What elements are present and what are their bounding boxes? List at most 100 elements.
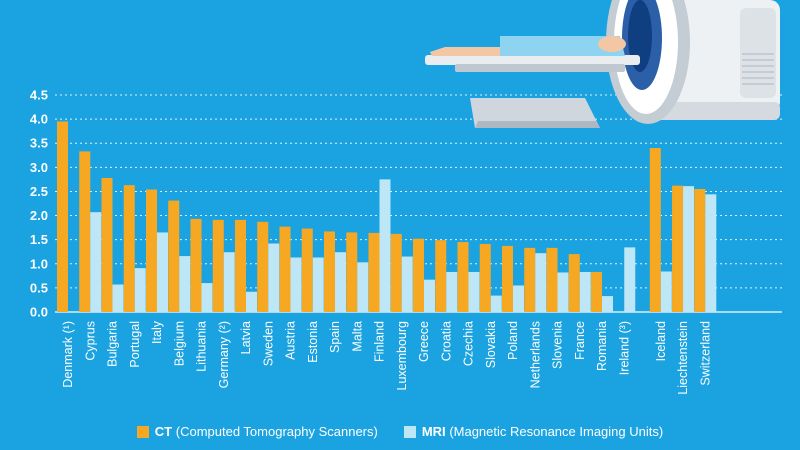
x-tick-label: Czechia <box>462 321 476 366</box>
y-tick-label: 2.0 <box>30 208 48 223</box>
bar-mri <box>468 271 480 312</box>
bar-ct <box>390 233 402 312</box>
legend: CT (Computed Tomography Scanners) MRI (M… <box>0 424 800 439</box>
x-tick-label: Slovenia <box>551 321 565 369</box>
bar-ct <box>413 238 424 312</box>
bar-ct <box>457 242 469 312</box>
legend-label-ct: CT (Computed Tomography Scanners) <box>154 424 378 439</box>
x-tick-label: Slovakia <box>484 321 498 368</box>
bar-ct <box>257 221 269 312</box>
y-tick-label: 1.0 <box>30 256 48 271</box>
x-tick-label: Spain <box>328 321 342 353</box>
bar-ct <box>479 244 491 312</box>
bar-mri <box>179 256 191 312</box>
x-tick-label: Finland <box>373 321 387 362</box>
bar-mri <box>424 279 435 312</box>
x-tick-label: Liechtenstein <box>676 321 690 395</box>
bar-ct <box>301 228 313 312</box>
x-tick-label: Poland <box>506 321 520 360</box>
bar-mri <box>268 243 280 312</box>
bar-mri <box>112 284 124 312</box>
x-tick-label: Lithuania <box>195 321 209 372</box>
bar-mri <box>246 291 257 312</box>
x-tick-label: Malta <box>350 321 364 352</box>
x-tick-label: Italy <box>150 320 164 344</box>
y-tick-label: 1.5 <box>30 232 48 247</box>
bar-ct <box>502 245 513 312</box>
x-tick-label: Ireland (³) <box>617 321 631 375</box>
bar-ct <box>694 189 706 312</box>
bars <box>57 121 717 313</box>
x-axis-labels: Denmark (¹) Cyprus Bulgaria Portugal Italy Be… <box>61 320 712 394</box>
x-tick-label: Austria <box>284 321 298 360</box>
x-tick-label: Iceland <box>654 321 668 361</box>
ct-scanner-with-patient-illustration <box>425 0 780 128</box>
bar-ct <box>235 219 246 312</box>
bar-ct <box>79 151 91 312</box>
bar-ct <box>123 185 135 312</box>
x-tick-label: Belgium <box>172 321 186 366</box>
legend-item-mri: MRI (Magnetic Resonance Imaging Units) <box>403 424 664 439</box>
bar-mri <box>513 285 524 312</box>
bar-mri <box>401 256 413 312</box>
x-tick-label: Latvia <box>239 321 253 354</box>
x-tick-label: Cyprus <box>83 321 97 361</box>
bar-mri <box>223 252 235 312</box>
bar-ct <box>346 232 358 312</box>
bar-ct <box>279 226 291 312</box>
bar-mri <box>157 232 168 312</box>
bar-ct <box>168 200 180 312</box>
y-tick-label: 4.0 <box>30 112 48 127</box>
y-tick-label: 3.0 <box>30 160 48 175</box>
y-axis: 0.0 0.5 1.0 1.5 2.0 2.5 3.0 3.5 4.0 4.5 <box>30 88 48 320</box>
y-tick-label: 0.5 <box>30 280 48 295</box>
y-tick-label: 0.0 <box>30 305 48 320</box>
legend-label-mri: MRI (Magnetic Resonance Imaging Units) <box>421 424 664 439</box>
bar-ct <box>146 189 157 312</box>
bar-mri <box>357 262 369 312</box>
bar-ct <box>546 247 558 312</box>
bar-ct <box>324 231 335 312</box>
bar-ct <box>101 177 113 312</box>
x-tick-label: Switzerland <box>698 321 712 386</box>
x-tick-label: Sweden <box>261 321 275 366</box>
x-tick-label: Bulgaria <box>106 321 120 367</box>
bar-ct <box>57 121 68 313</box>
x-tick-label: France <box>573 321 587 360</box>
bar-mri <box>134 268 146 312</box>
bar-ct <box>524 247 536 312</box>
bar-mri <box>602 296 613 312</box>
bar-mri <box>557 272 569 312</box>
x-tick-label: Luxembourg <box>395 321 409 391</box>
bar-mri <box>201 283 213 312</box>
bar-mri <box>624 247 636 312</box>
x-tick-label: Netherlands <box>528 321 542 388</box>
bar-mri <box>290 257 302 312</box>
bar-ct <box>212 219 224 312</box>
bar-mri <box>683 186 695 312</box>
bar-ct <box>435 240 447 312</box>
bar-ct <box>190 218 202 312</box>
x-tick-label: Germany (²) <box>217 321 231 388</box>
bar-ct <box>649 148 661 312</box>
bar-mri <box>579 271 591 312</box>
x-tick-label: Denmark (¹) <box>61 321 75 388</box>
x-tick-label: Romania <box>595 321 609 371</box>
bar-ct <box>368 232 380 312</box>
y-tick-label: 3.5 <box>30 136 48 151</box>
bar-mri <box>490 295 502 312</box>
bar-mri <box>312 257 324 312</box>
bar-ct <box>568 254 580 312</box>
bar-ct <box>591 271 602 312</box>
bar-mri <box>705 194 717 312</box>
legend-swatch-mri <box>403 425 416 438</box>
bar-mri <box>660 271 672 312</box>
bar-ct <box>672 185 684 312</box>
bar-mri <box>90 212 102 312</box>
bar-mri <box>379 179 391 312</box>
x-tick-label: Estonia <box>306 321 320 363</box>
bar-mri <box>535 253 547 312</box>
y-tick-label: 4.5 <box>30 88 48 103</box>
x-tick-label: Greece <box>417 321 431 362</box>
